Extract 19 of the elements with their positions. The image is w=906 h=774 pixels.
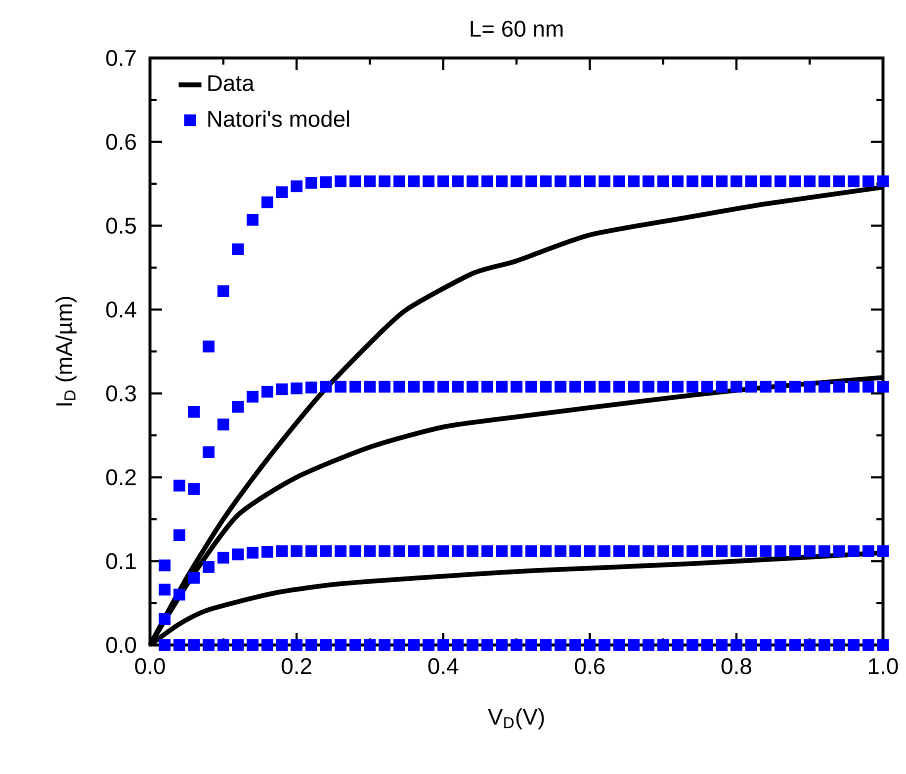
- legend-label: Natori's model: [208, 110, 350, 127]
- x-tick-label: 0.2: [282, 658, 312, 674]
- y-tick-label: 0.4: [106, 302, 136, 318]
- x-tick-label: 0.6: [574, 658, 605, 674]
- x-tick-label: 0.4: [428, 658, 458, 674]
- y-tick-label: 0.6: [106, 134, 136, 150]
- y-tick-label: 0.7: [106, 50, 136, 66]
- y-tick-label: 0.1: [106, 553, 136, 570]
- y-tick-label: 0.0: [106, 636, 136, 654]
- y-tick-label: 0.3: [106, 385, 136, 402]
- x-tick-label: 0.8: [722, 658, 752, 674]
- y-tick-label: 0.5: [106, 218, 136, 234]
- x-tick-label: 0.0: [135, 658, 165, 674]
- x-axis-title: V$_{D}$(V): [488, 708, 544, 730]
- x-tick-label: 1.0: [868, 658, 898, 674]
- chart-title: L= 60 nm: [470, 20, 563, 37]
- y-axis-title: I$_{D}$ (mA/µm): [56, 296, 77, 406]
- y-tick-label: 0.2: [106, 469, 136, 486]
- legend-label: Data: [208, 75, 254, 92]
